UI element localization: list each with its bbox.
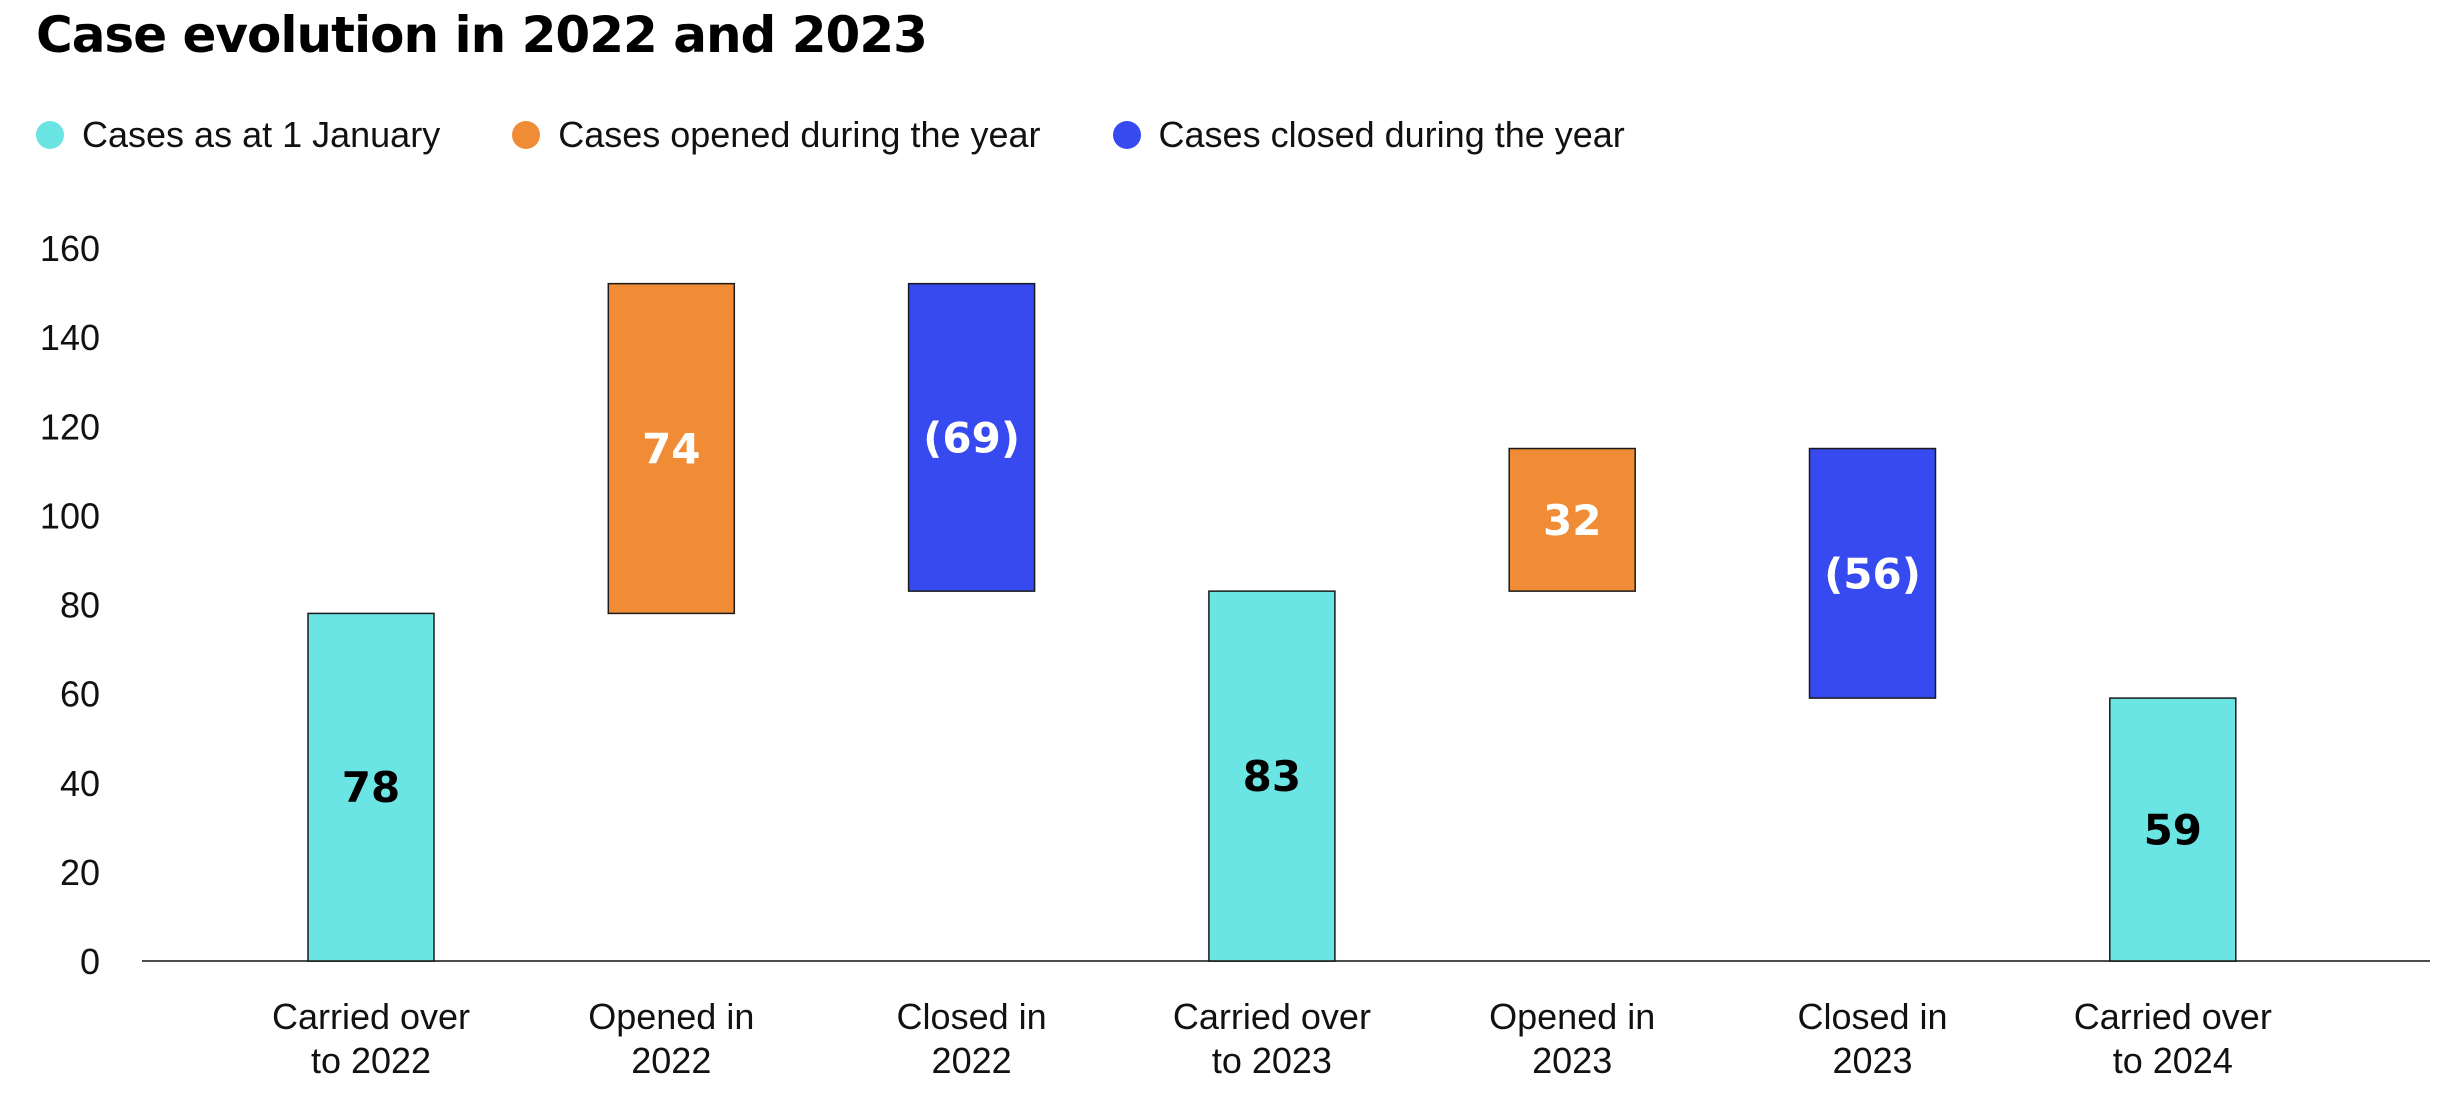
bar-value-label-4: 83 [1243,752,1301,801]
legend-label-cases-closed: Cases closed during the year [1158,114,1625,155]
bar-value-label-3: (69) [923,413,1020,462]
bar-value-label-5: 32 [1543,496,1601,545]
y-tick-label-140: 140 [40,317,100,358]
chart-title: Case evolution in 2022 and 2023 [36,6,928,64]
x-category-label-4: Carried over to 2023 [1173,996,1371,1081]
y-axis-tick-labels: 0 20 40 60 80 100 120 140 160 [40,228,100,982]
bars-group [307,282,2237,962]
y-tick-label-160: 160 [40,228,100,269]
x-category-label-1: Carried over to 2022 [272,996,470,1081]
bar-value-label-6: (56) [1824,549,1921,598]
bar-value-label-7: 59 [2144,806,2202,855]
bar-4 [1208,590,1336,962]
y-tick-label-80: 80 [60,585,100,626]
chart-legend: Cases as at 1 January Cases opened durin… [36,110,1697,160]
bar-1 [307,612,435,962]
bar-3 [907,282,1036,592]
category-labels-group: Carried over to 2022 Opened in 2022 Closed i… [272,996,2272,1081]
legend-swatch-orange [512,121,541,149]
bar-value-label-2: 74 [642,425,700,474]
x-category-label-5: Opened in 2023 [1489,996,1655,1081]
bar-2 [607,282,736,615]
legend-label-cases-opened: Cases opened during the year [558,114,1041,155]
legend-item-cases-at-1-january: Cases as at 1 January [36,114,440,156]
bar-6 [1808,447,1937,699]
legend-item-cases-opened: Cases opened during the year [512,114,1041,156]
y-tick-label-60: 60 [60,674,100,715]
y-tick-label-100: 100 [40,495,100,536]
legend-swatch-teal [36,121,64,149]
y-tick-label-0: 0 [80,941,100,982]
value-labels-group: 78 74 (69) 83 32 (56) 59 [342,413,2202,854]
legend-item-cases-closed: Cases closed during the year [1112,114,1625,156]
x-category-label-7: Carried over to 2024 [2074,996,2272,1081]
x-category-label-3: Closed in 2022 [897,996,1047,1081]
bar-5 [1508,447,1636,592]
x-category-label-6: Closed in 2023 [1797,996,1947,1081]
bar-7 [2109,697,2237,962]
y-tick-label-120: 120 [40,406,100,447]
y-tick-label-20: 20 [60,852,100,893]
x-category-label-2: Opened in 2022 [588,996,754,1081]
bar-value-label-1: 78 [342,763,400,812]
legend-swatch-blue [1112,121,1141,149]
legend-label-cases-at-1-january: Cases as at 1 January [82,114,441,155]
y-tick-label-40: 40 [60,763,100,804]
